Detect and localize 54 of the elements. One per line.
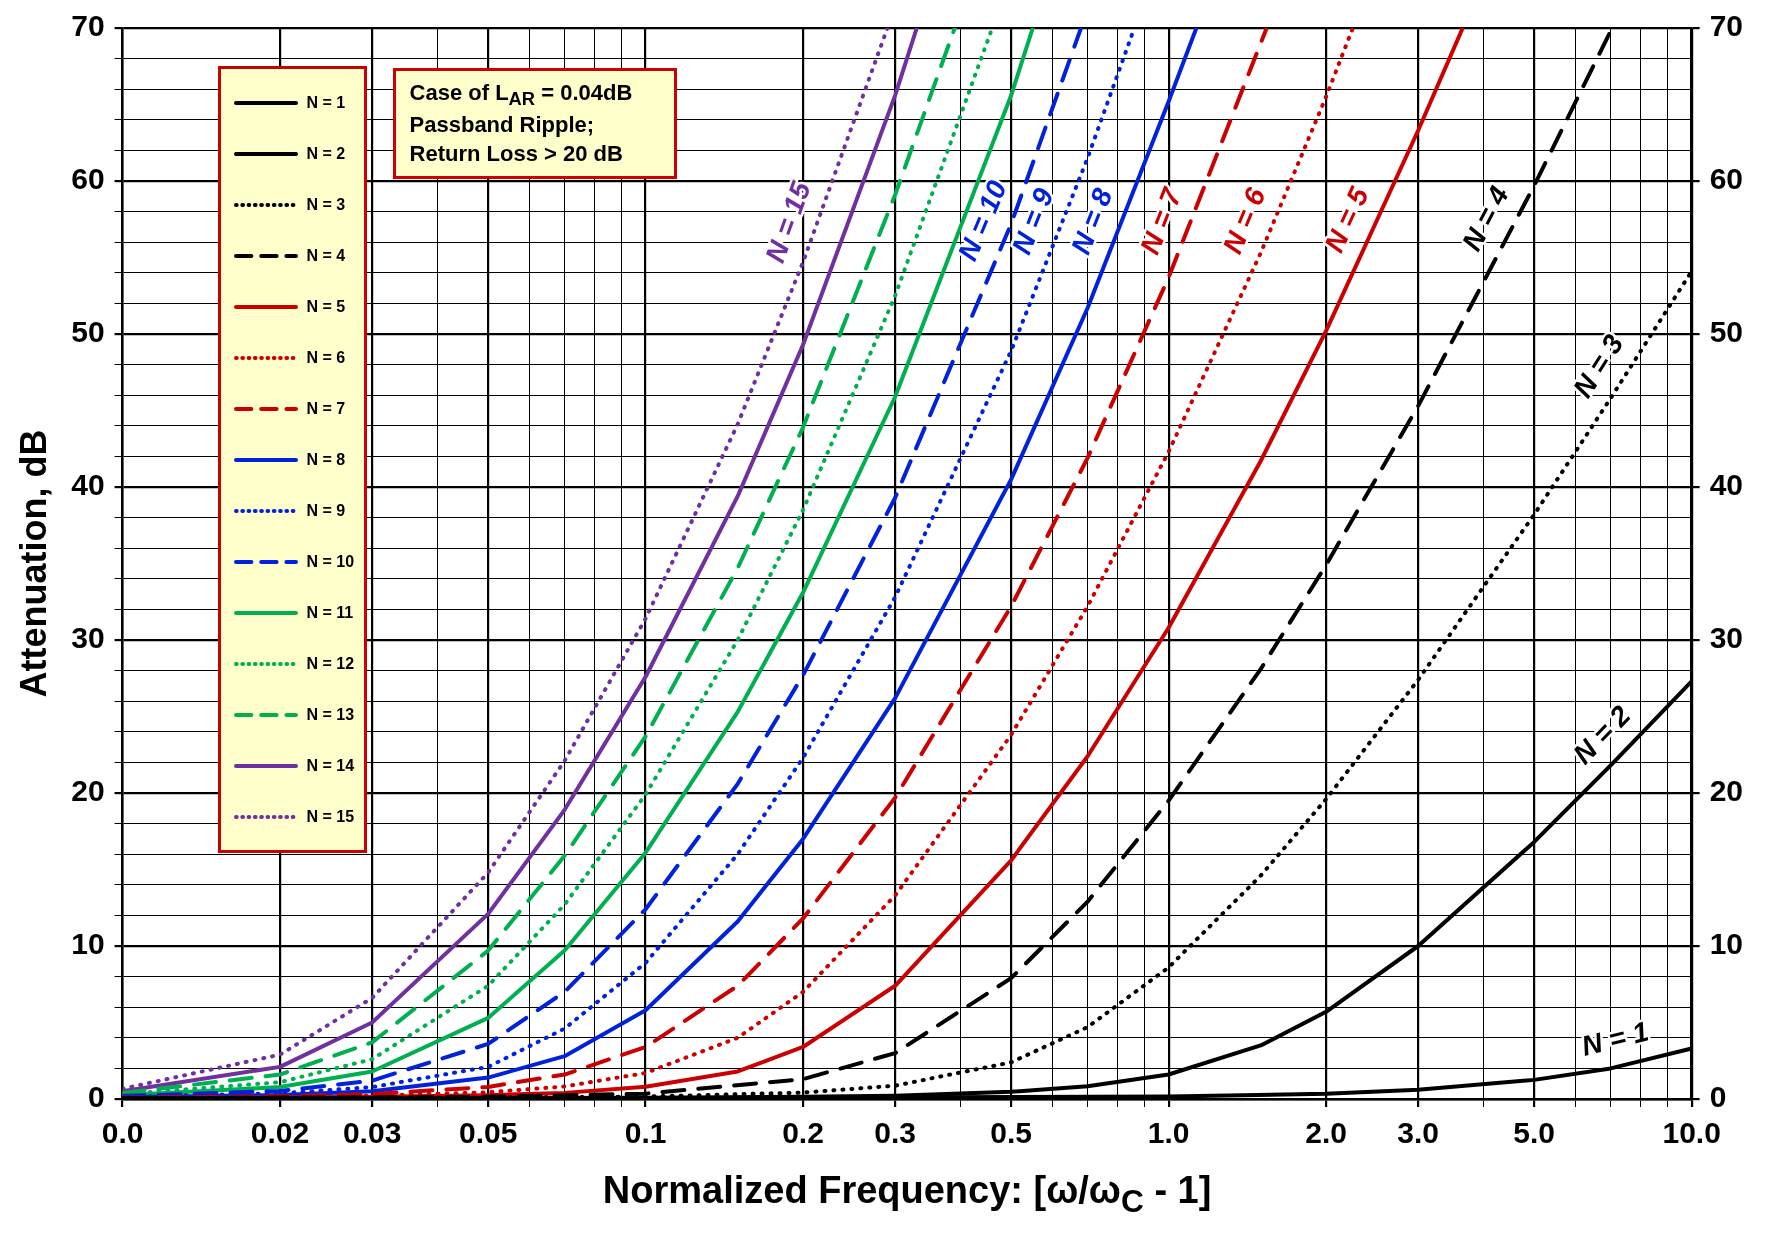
x-tick-label: 0.1 bbox=[624, 1116, 667, 1150]
x-tick-label: 5.0 bbox=[1513, 1116, 1556, 1150]
legend-label: N = 12 bbox=[306, 654, 355, 673]
y-axis-title: Attenuation, dB bbox=[12, 429, 54, 698]
y-tick-label: 20 bbox=[71, 774, 105, 808]
y-tick-label: 40 bbox=[71, 468, 105, 502]
legend-label: N = 2 bbox=[306, 144, 346, 163]
y2-tick-label: 20 bbox=[1709, 774, 1744, 808]
y-tick-label: 0 bbox=[87, 1080, 105, 1114]
legend-label: N = 9 bbox=[306, 501, 346, 520]
annotation: Case of L$_{AR}$ = 0.04dB Passband Ripple; Return Loss > 20 dB bbox=[392, 68, 677, 180]
y-tick-label: 30 bbox=[71, 621, 105, 655]
annotation: N = 7 bbox=[1134, 182, 1189, 259]
legend-label: N = 1 bbox=[306, 93, 346, 112]
y2-tick-label: 40 bbox=[1709, 468, 1744, 502]
y2-tick-label: 10 bbox=[1709, 927, 1744, 961]
x-tick-label: 0.02 bbox=[250, 1116, 310, 1150]
x-tick-label: 0.5 bbox=[990, 1116, 1033, 1150]
legend-label: N = 7 bbox=[306, 399, 346, 418]
annotation: N = 3 bbox=[1566, 328, 1630, 403]
annotation: N = 8 bbox=[1064, 183, 1119, 259]
legend-label: N = 14 bbox=[306, 756, 355, 775]
legend-label: N = 8 bbox=[306, 450, 346, 469]
y2-tick-label: 60 bbox=[1709, 162, 1744, 196]
legend-label: N = 4 bbox=[306, 246, 346, 265]
x-tick-label: 3.0 bbox=[1397, 1116, 1440, 1150]
x-tick-label: 0.05 bbox=[458, 1116, 518, 1150]
legend-label: N = 13 bbox=[306, 705, 355, 724]
x-tick-label: 0.2 bbox=[782, 1116, 824, 1150]
y2-tick-label: 70 bbox=[1709, 9, 1744, 43]
y-tick-label: 10 bbox=[71, 927, 105, 961]
x-tick-label: 2.0 bbox=[1305, 1116, 1347, 1150]
legend-label: N = 6 bbox=[306, 348, 346, 367]
x-tick-label: 0.3 bbox=[874, 1116, 916, 1150]
y-tick-label: 60 bbox=[71, 162, 105, 196]
y2-tick-label: 0 bbox=[1709, 1080, 1727, 1114]
legend-label: N = 5 bbox=[306, 297, 346, 316]
x-tick-label: 0.0 bbox=[101, 1116, 144, 1150]
annotation: N = 9 bbox=[1005, 183, 1060, 259]
x-axis-title: Normalized Frequency: [ω/ω$_{C}$ - 1] bbox=[602, 1169, 1212, 1220]
annotation: N = 6 bbox=[1216, 183, 1272, 258]
x-tick-label: 10.0 bbox=[1662, 1116, 1721, 1150]
x-tick-label: 1.0 bbox=[1147, 1116, 1190, 1150]
legend-label: N = 10 bbox=[306, 552, 355, 571]
y2-tick-label: 50 bbox=[1709, 315, 1744, 349]
annotation: N = 5 bbox=[1318, 182, 1375, 258]
y-tick-label: 70 bbox=[71, 9, 105, 43]
y2-tick-label: 30 bbox=[1709, 621, 1744, 655]
legend-label: N = 3 bbox=[306, 195, 346, 214]
legend-label: N = 15 bbox=[306, 807, 355, 826]
annotation: N = 15 bbox=[759, 177, 817, 267]
x-tick-label: 0.03 bbox=[342, 1116, 402, 1150]
y-tick-label: 50 bbox=[71, 315, 105, 349]
legend-label: N = 11 bbox=[306, 603, 354, 622]
